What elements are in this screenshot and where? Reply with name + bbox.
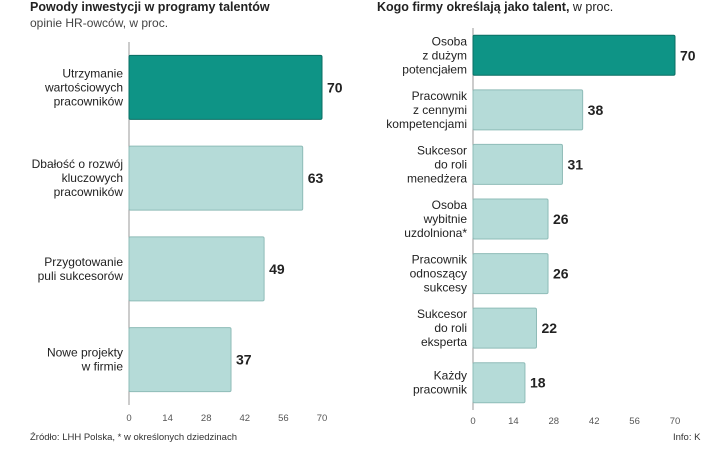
source-note: Źródło: LHH Polska, * w określonych dzie… bbox=[30, 432, 237, 443]
left-category-label: wartościowych bbox=[44, 80, 123, 94]
left-chart-subtitle: opinie HR-owców, w proc. bbox=[30, 16, 169, 30]
right-bar bbox=[472, 34, 676, 76]
right-category-label: Osoba bbox=[432, 34, 468, 48]
left-bar bbox=[128, 54, 323, 120]
right-tick-label: 70 bbox=[670, 416, 681, 427]
right-category-label: Pracownik bbox=[412, 253, 468, 267]
left-category-label: puli sukcesorów bbox=[38, 269, 124, 283]
right-value-label: 26 bbox=[553, 211, 569, 227]
right-value-label: 38 bbox=[588, 102, 604, 118]
right-bar bbox=[472, 89, 584, 131]
right-chart-title-rest: w proc. bbox=[569, 0, 614, 14]
left-chart-title: Powody inwestycji w programy talentów bbox=[30, 0, 270, 15]
right-category-label: eksperta bbox=[421, 335, 467, 349]
right-category-label: uzdolniona* bbox=[404, 226, 467, 240]
right-tick-label: 0 bbox=[470, 416, 475, 427]
right-bar bbox=[472, 143, 563, 185]
right-category-label: odnoszący bbox=[410, 267, 467, 281]
left-bar bbox=[128, 236, 265, 302]
right-bar bbox=[472, 198, 549, 240]
right-category-label: sukcesy bbox=[424, 281, 467, 295]
right-category-label: Osoba bbox=[432, 198, 468, 212]
right-bar bbox=[472, 253, 549, 295]
right-category-label: Sukcesor bbox=[417, 143, 467, 157]
left-value-label: 37 bbox=[236, 352, 252, 368]
right-category-label: menedżera bbox=[407, 171, 467, 185]
left-category-label: w firmie bbox=[81, 360, 124, 374]
right-category-label: kompetencjami bbox=[386, 117, 467, 131]
right-category-label: Pracownik bbox=[412, 89, 468, 103]
left-tick-label: 70 bbox=[317, 413, 328, 424]
left-bar bbox=[128, 327, 232, 393]
left-value-label: 70 bbox=[327, 79, 343, 95]
left-tick-label: 42 bbox=[240, 413, 251, 424]
right-bar bbox=[472, 307, 537, 349]
left-tick-label: 0 bbox=[126, 413, 131, 424]
right-category-label: wybitnie bbox=[423, 212, 468, 226]
right-category-label: do roli bbox=[434, 321, 467, 335]
left-tick-label: 14 bbox=[162, 413, 173, 424]
right-tick-label: 42 bbox=[589, 416, 600, 427]
right-value-label: 70 bbox=[680, 47, 696, 63]
left-bar-chart: 70Utrzymaniewartościowychpracowników63Db… bbox=[32, 42, 343, 424]
right-tick-label: 28 bbox=[549, 416, 560, 427]
left-category-label: Utrzymanie bbox=[62, 66, 123, 80]
right-category-label: z cennymi bbox=[413, 103, 467, 117]
right-category-label: z dużym bbox=[422, 48, 467, 62]
right-category-label: pracownik bbox=[413, 383, 468, 397]
right-bar bbox=[472, 362, 526, 404]
left-category-label: Przygotowanie bbox=[44, 255, 123, 269]
right-value-label: 31 bbox=[567, 156, 583, 172]
left-bar bbox=[128, 145, 304, 211]
right-value-label: 26 bbox=[553, 266, 569, 282]
left-category-label: pracowników bbox=[54, 185, 124, 199]
left-chart-title-bold: Powody inwestycji w programy talentów bbox=[30, 0, 270, 14]
right-category-label: do roli bbox=[434, 157, 467, 171]
right-chart-title-bold: Kogo firmy określają jako talent, bbox=[377, 0, 570, 14]
left-tick-label: 28 bbox=[201, 413, 212, 424]
right-tick-label: 56 bbox=[629, 416, 640, 427]
right-category-label: potencjałem bbox=[402, 62, 467, 76]
right-tick-label: 14 bbox=[508, 416, 519, 427]
right-value-label: 22 bbox=[541, 320, 557, 336]
left-category-label: kluczowych bbox=[62, 171, 123, 185]
left-category-label: Nowe projekty bbox=[47, 346, 123, 360]
left-value-label: 49 bbox=[269, 261, 285, 277]
right-category-label: Sukcesor bbox=[417, 307, 467, 321]
right-value-label: 18 bbox=[530, 375, 546, 391]
left-category-label: Dbałość o rozwój bbox=[32, 157, 123, 171]
right-category-label: Każdy bbox=[434, 369, 467, 383]
left-category-label: pracowników bbox=[54, 94, 124, 108]
right-chart-title: Kogo firmy określają jako talent, w proc… bbox=[377, 0, 613, 15]
left-value-label: 63 bbox=[308, 170, 324, 186]
left-tick-label: 56 bbox=[278, 413, 289, 424]
credit-note: Info: K bbox=[673, 432, 701, 443]
